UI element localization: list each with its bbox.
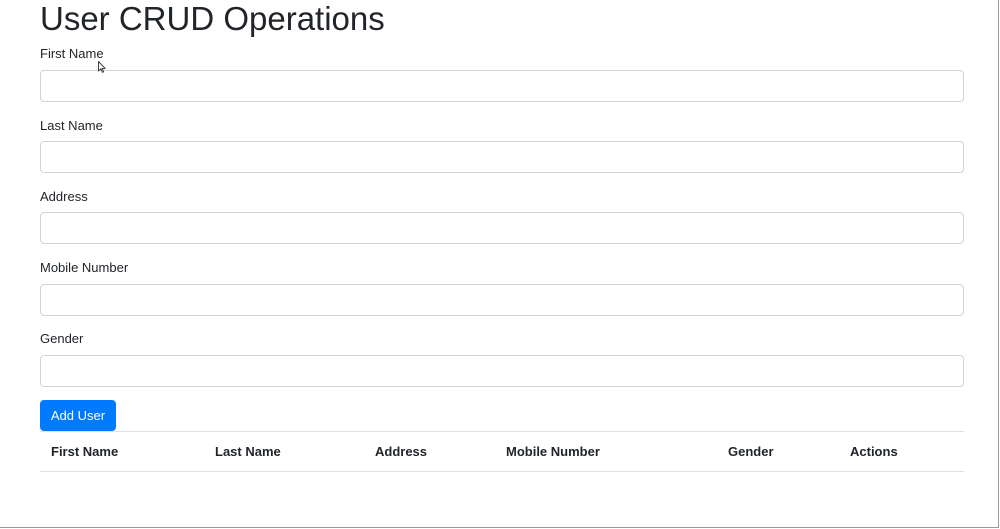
gender-label: Gender [40,331,84,346]
column-header-actions: Actions [839,431,964,472]
add-user-button[interactable]: Add User [40,400,116,431]
column-header-mobile-number: Mobile Number [495,431,717,472]
users-table-wrapper: First Name Last Name Address Mobile Numb… [40,431,964,529]
table-header-row: First Name Last Name Address Mobile Numb… [40,431,964,472]
mouse-cursor-icon [98,61,106,73]
address-label: Address [40,189,88,204]
first-name-input[interactable] [40,70,964,102]
address-input[interactable] [40,212,964,244]
column-header-address: Address [364,431,495,472]
mobile-number-input[interactable] [40,284,964,316]
first-name-label: First Name [40,46,104,61]
gender-input[interactable] [40,355,964,387]
mobile-number-label: Mobile Number [40,260,129,275]
page-title: User CRUD Operations [40,0,385,37]
last-name-label: Last Name [40,118,103,133]
column-header-gender: Gender [717,431,839,472]
last-name-input[interactable] [40,141,964,173]
column-header-last-name: Last Name [204,431,364,472]
users-table: First Name Last Name Address Mobile Numb… [40,431,964,472]
column-header-first-name: First Name [40,431,204,472]
